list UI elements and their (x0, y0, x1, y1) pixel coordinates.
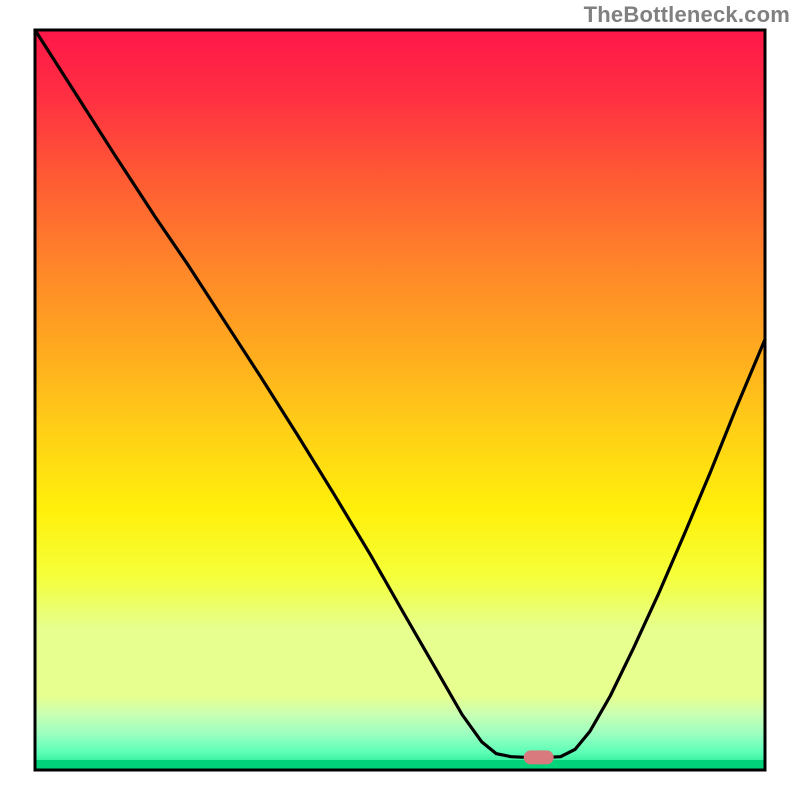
plot-area (35, 30, 765, 770)
gradient-bottom-band (35, 696, 765, 770)
optimal-marker (524, 750, 554, 764)
chart-container: TheBottleneck.com (0, 0, 800, 800)
gradient-main (35, 30, 765, 696)
watermark-text: TheBottleneck.com (584, 2, 790, 28)
bottleneck-chart-svg (0, 0, 800, 800)
